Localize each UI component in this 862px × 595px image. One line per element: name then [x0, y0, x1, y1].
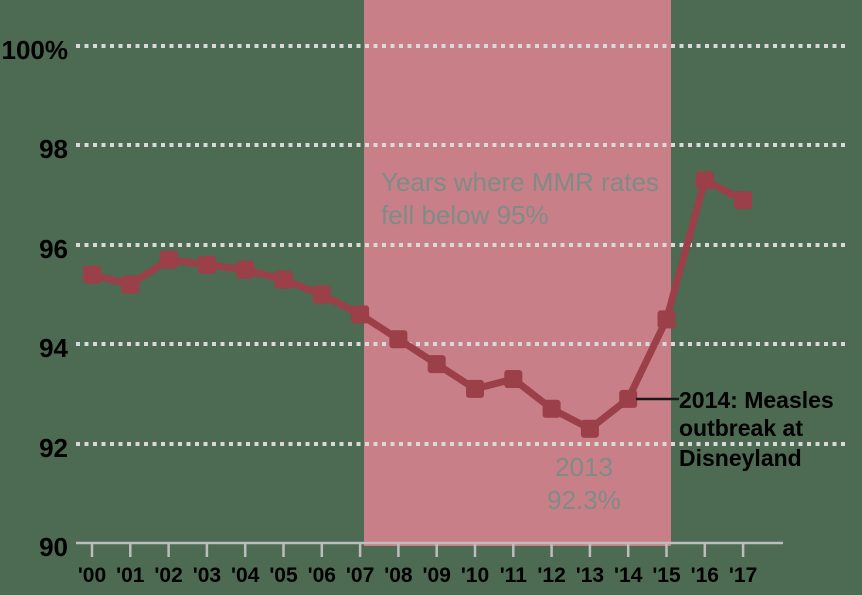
svg-text:Years where MMR rates: Years where MMR rates [381, 167, 659, 197]
svg-text:'03: '03 [193, 564, 221, 587]
svg-text:'15: '15 [652, 564, 681, 587]
svg-text:'17: '17 [729, 564, 757, 587]
svg-text:96: 96 [39, 234, 68, 264]
svg-text:90: 90 [39, 532, 68, 562]
svg-text:'01: '01 [116, 564, 145, 587]
svg-text:'12: '12 [537, 564, 565, 587]
svg-text:'08: '08 [384, 564, 413, 587]
svg-text:'10: '10 [461, 564, 489, 587]
svg-text:fell below 95%: fell below 95% [381, 200, 549, 230]
svg-text:'07: '07 [346, 564, 374, 587]
svg-text:Disneyland: Disneyland [679, 445, 802, 471]
svg-text:2013: 2013 [555, 452, 613, 482]
svg-text:outbreak at: outbreak at [679, 415, 803, 441]
svg-text:'16: '16 [691, 564, 719, 587]
svg-text:'05: '05 [269, 564, 298, 587]
svg-text:'04: '04 [231, 564, 260, 587]
svg-text:94: 94 [39, 333, 68, 363]
svg-text:'13: '13 [576, 564, 604, 587]
svg-text:'11: '11 [500, 564, 528, 587]
svg-text:'02: '02 [154, 564, 182, 587]
svg-text:100%: 100% [2, 35, 69, 65]
svg-text:92: 92 [39, 433, 68, 463]
svg-text:'00: '00 [78, 564, 106, 587]
svg-text:2014: Measles: 2014: Measles [679, 387, 834, 413]
svg-text:'06: '06 [308, 564, 336, 587]
svg-text:98: 98 [39, 134, 68, 164]
svg-text:92.3%: 92.3% [547, 485, 621, 515]
svg-text:'14: '14 [614, 564, 643, 587]
svg-text:'09: '09 [423, 564, 451, 587]
